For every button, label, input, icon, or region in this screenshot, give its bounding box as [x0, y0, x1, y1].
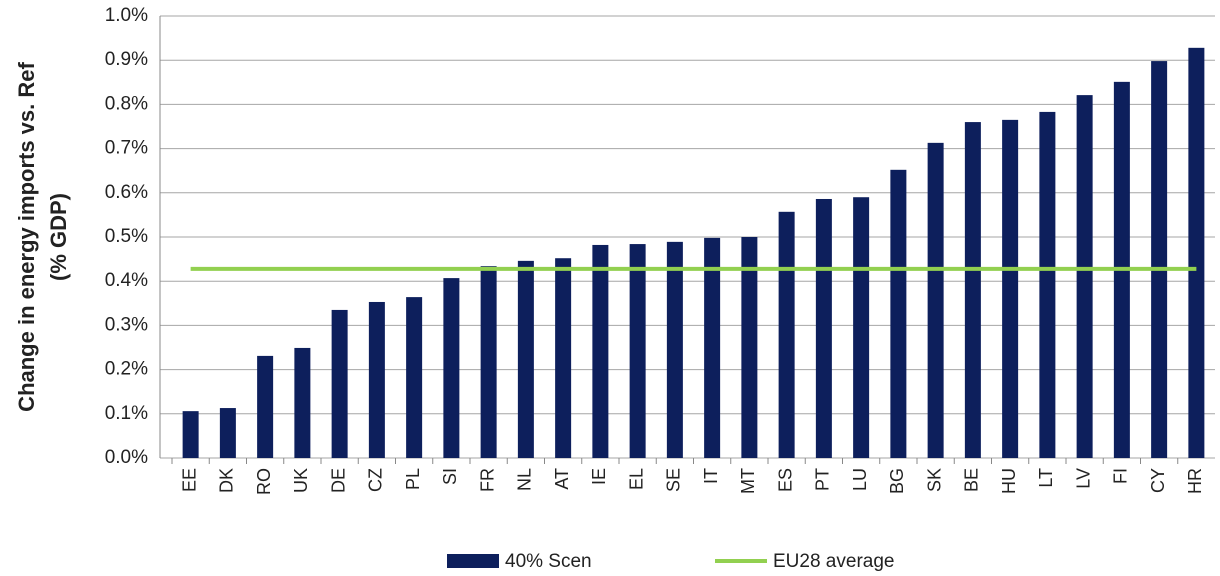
x-tick-label: HR [1185, 468, 1205, 494]
x-tick-label: BG [887, 468, 907, 494]
x-tick-label: SI [440, 468, 460, 485]
bar [629, 244, 646, 458]
legend-label: 40% Scen [505, 551, 592, 572]
x-tick-label: EE [179, 468, 199, 492]
bar [815, 198, 832, 458]
bar [704, 237, 721, 458]
x-tick-label: IE [589, 468, 609, 485]
x-tick-label: AT [552, 468, 572, 490]
x-tick-label: LU [850, 468, 870, 491]
bar [517, 260, 534, 458]
y-tick-label: 0.2% [105, 359, 148, 380]
x-tick-label: FR [477, 468, 497, 492]
bar [1039, 111, 1056, 458]
y-tick-label: 0.3% [105, 314, 148, 335]
bar [927, 142, 944, 458]
x-tick-label: DK [217, 468, 237, 493]
bar [443, 278, 460, 458]
legend-label: EU28 average [773, 551, 894, 572]
y-tick-label: 0.0% [105, 447, 148, 468]
bar [592, 244, 609, 458]
x-tick-label: MT [738, 468, 758, 494]
x-tick-label: ES [775, 468, 795, 492]
bar [666, 241, 683, 458]
bar [182, 411, 199, 458]
x-tick-label: LT [1036, 468, 1056, 488]
y-axis-label: Change in energy imports vs. Ref [14, 62, 39, 412]
y-tick-label: 0.9% [105, 49, 148, 70]
bar [219, 408, 236, 458]
y-tick-label: 0.5% [105, 226, 148, 247]
x-tick-label: UK [291, 468, 311, 493]
x-tick-label: CY [1148, 468, 1168, 493]
x-tick-label: RO [254, 468, 274, 495]
x-tick-label: NL [515, 468, 535, 491]
bar [555, 258, 572, 458]
y-tick-label: 0.6% [105, 182, 148, 203]
bar [257, 355, 274, 458]
y-tick-label: 1.0% [105, 5, 148, 26]
bar [778, 211, 795, 458]
x-tick-label: FI [1111, 468, 1131, 484]
y-tick-label: 0.4% [105, 270, 148, 291]
y-tick-label: 0.8% [105, 93, 148, 114]
x-tick-label: CZ [366, 468, 386, 492]
bar [331, 309, 348, 458]
bar [1188, 47, 1205, 458]
y-axis-label: (% GDP) [46, 193, 71, 281]
x-tick-label: PT [813, 468, 833, 491]
bar [853, 197, 870, 458]
x-tick-label: DE [328, 468, 348, 493]
x-tick-label: EL [626, 468, 646, 490]
y-tick-label: 0.1% [105, 403, 148, 424]
bar [1151, 61, 1168, 459]
x-tick-label: BE [962, 468, 982, 492]
x-tick-label: SK [924, 468, 944, 492]
bar [294, 347, 311, 458]
bar [1002, 119, 1019, 459]
x-tick-label: HU [999, 468, 1019, 494]
x-tick-label: SE [664, 468, 684, 492]
x-tick-label: PL [403, 468, 423, 490]
y-tick-label: 0.7% [105, 138, 148, 159]
x-tick-label: IT [701, 468, 721, 484]
bar [480, 266, 497, 458]
bar [1076, 95, 1093, 459]
bar [890, 169, 907, 459]
x-tick-label: LV [1073, 468, 1093, 489]
legend-swatch [447, 554, 499, 568]
bar [368, 301, 385, 458]
bar [741, 237, 758, 458]
bar [406, 297, 423, 458]
bar [964, 122, 981, 458]
